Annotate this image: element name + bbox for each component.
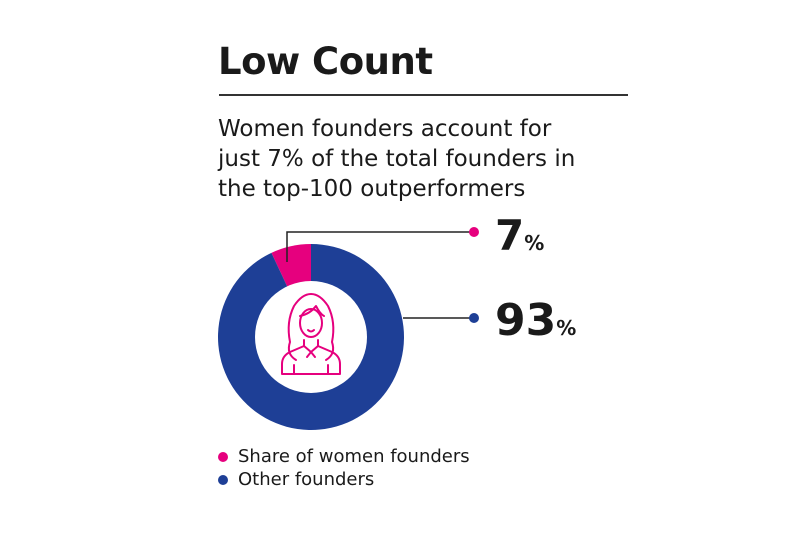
subtitle-line: the top-100 outperformers — [218, 176, 526, 202]
subtitle-line: just 7% of the total founders in — [218, 146, 576, 172]
chart-title: Low Count — [218, 40, 433, 83]
title-divider — [219, 94, 628, 96]
subtitle-line: Women founders account for — [218, 116, 552, 142]
legend-label: Share of women founders — [238, 446, 470, 467]
leader-dot-other — [469, 313, 479, 323]
legend-item-women: Share of women founders — [218, 446, 470, 467]
legend-item-other: Other founders — [218, 469, 374, 490]
legend-swatch-women — [218, 451, 228, 462]
data-label-other: 93% — [495, 295, 576, 346]
chart-subtitle: Women founders account for just 7% of th… — [218, 114, 638, 204]
leader-line-women — [286, 231, 474, 262]
legend-swatch-other — [218, 474, 228, 485]
leader-dot-women — [469, 227, 479, 237]
legend-label: Other founders — [238, 469, 375, 490]
woman-founder-icon — [281, 293, 341, 375]
data-label-women: 7% — [495, 211, 544, 260]
